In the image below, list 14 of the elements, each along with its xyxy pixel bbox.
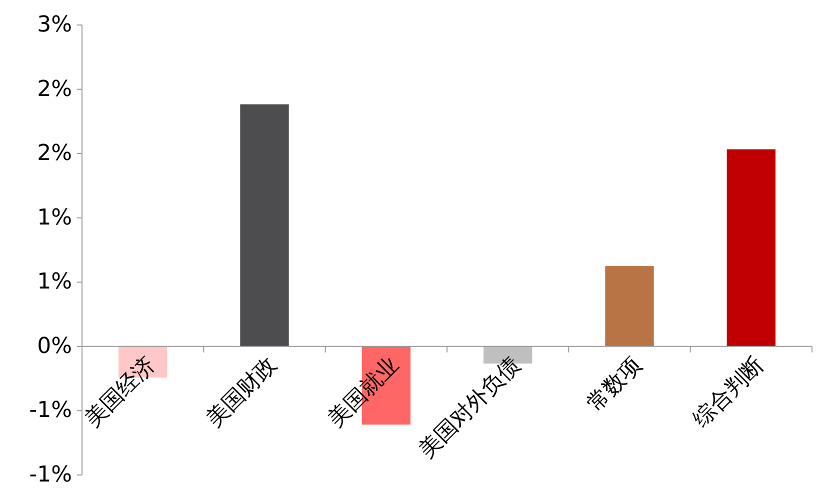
x-tick-label: 美国经济 — [80, 352, 160, 432]
y-tick-label: -1% — [29, 462, 72, 488]
y-tick-label: 2% — [37, 141, 72, 166]
y-tick-label: -1% — [29, 398, 72, 424]
x-tick-label: 常数项 — [582, 352, 646, 416]
x-tick-label: 美国对外负债 — [414, 352, 525, 463]
y-tick-label: 2% — [37, 76, 72, 102]
y-tick-label: 0% — [37, 334, 72, 359]
x-tick-label: 美国财政 — [201, 352, 282, 432]
y-tick-label: 1% — [37, 270, 72, 295]
y-tick-label: 3% — [37, 12, 72, 38]
x-tick-label: 综合判断 — [688, 352, 768, 432]
x-tick-label: 美国就业 — [323, 352, 404, 432]
y-tick-label: 1% — [37, 205, 72, 230]
